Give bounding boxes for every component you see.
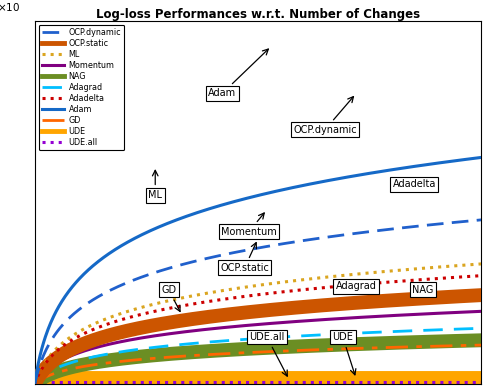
Text: Adagrad: Adagrad — [336, 281, 377, 291]
Text: Momentum: Momentum — [221, 213, 277, 236]
Legend: OCP.dynamic, OCP.static, ML, Momentum, NAG, Adagrad, Adadelta, Adam, GD, UDE, UD: OCP.dynamic, OCP.static, ML, Momentum, N… — [39, 25, 124, 150]
Text: Adam: Adam — [208, 49, 268, 98]
Text: Adadelta: Adadelta — [393, 179, 436, 189]
Text: UDE: UDE — [333, 332, 356, 375]
Text: $\times$10: $\times$10 — [0, 2, 20, 14]
Text: ML: ML — [148, 170, 162, 200]
Text: UDE.all: UDE.all — [249, 332, 287, 376]
Text: NAG: NAG — [412, 285, 434, 295]
Text: OCP.dynamic: OCP.dynamic — [293, 97, 357, 135]
Text: OCP.static: OCP.static — [220, 243, 269, 273]
Title: Log-loss Performances w.r.t. Number of Changes: Log-loss Performances w.r.t. Number of C… — [96, 8, 420, 21]
Text: GD: GD — [161, 285, 180, 312]
